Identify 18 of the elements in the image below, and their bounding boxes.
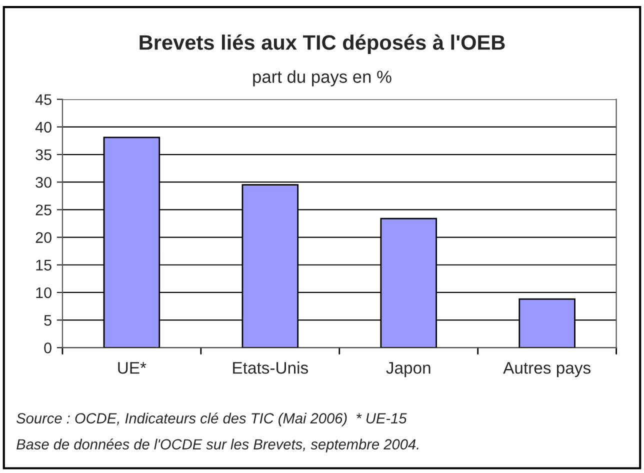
- y-tick-label: 15: [36, 260, 52, 271]
- y-tick-label: 40: [35, 122, 52, 133]
- y-tick-label: 45: [35, 94, 52, 106]
- x-tick-label: Autres pays: [503, 362, 590, 378]
- x-tick-label: Etats-Unis: [233, 362, 308, 374]
- chart-title: Brevets liés aux TIC déposés à l'OEB: [140, 34, 505, 54]
- x-tick-label: UE*: [118, 362, 146, 374]
- chart-subtitle: part du pays en %: [253, 70, 392, 86]
- y-tick-label: 10: [36, 287, 52, 298]
- text: Base de données de l'OCDE sur les Brevets, septembre 2004.: [16, 438, 418, 452]
- y-tick-label: 35: [36, 149, 52, 160]
- y-tick-label: 25: [36, 204, 52, 216]
- y-tick-label: 5: [44, 315, 52, 326]
- y-tick-label: 0: [44, 342, 52, 354]
- x-tick-label: Japon: [386, 362, 430, 378]
- source-note: Source : OCDE, Indicateurs clé des TIC (Mai 2006) * UE-15: [16, 412, 407, 426]
- y-tick-label: 20: [36, 232, 52, 243]
- y-tick-label: 30: [36, 176, 52, 188]
